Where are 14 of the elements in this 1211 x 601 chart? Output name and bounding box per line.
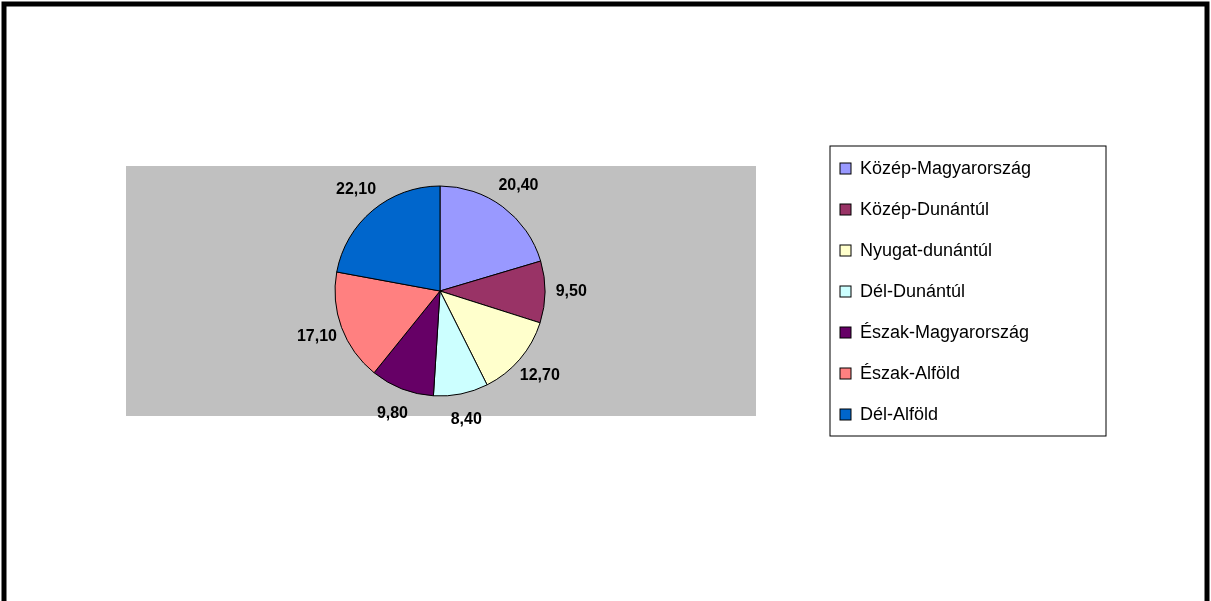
data-label: 8,40	[450, 409, 482, 427]
legend-label: Dél-Alföld	[860, 403, 939, 424]
legend-label: Nyugat-dunántúl	[860, 239, 993, 260]
legend-label: Közép-Dunántúl	[860, 198, 990, 219]
legend-label: Észak-Alföld	[860, 362, 961, 383]
data-label: 9,50	[555, 282, 587, 300]
data-label: 20,40	[498, 176, 539, 194]
data-label: 9,80	[376, 403, 409, 421]
data-label: 22,10	[336, 180, 377, 198]
legend-label: Észak-Magyarország	[860, 321, 1030, 342]
legend-label: Dél-Dunántúl	[860, 280, 966, 301]
legend-label: Közép-Magyarország	[860, 157, 1032, 178]
data-label: 17,10	[296, 326, 338, 344]
data-label: 12,70	[519, 366, 560, 384]
